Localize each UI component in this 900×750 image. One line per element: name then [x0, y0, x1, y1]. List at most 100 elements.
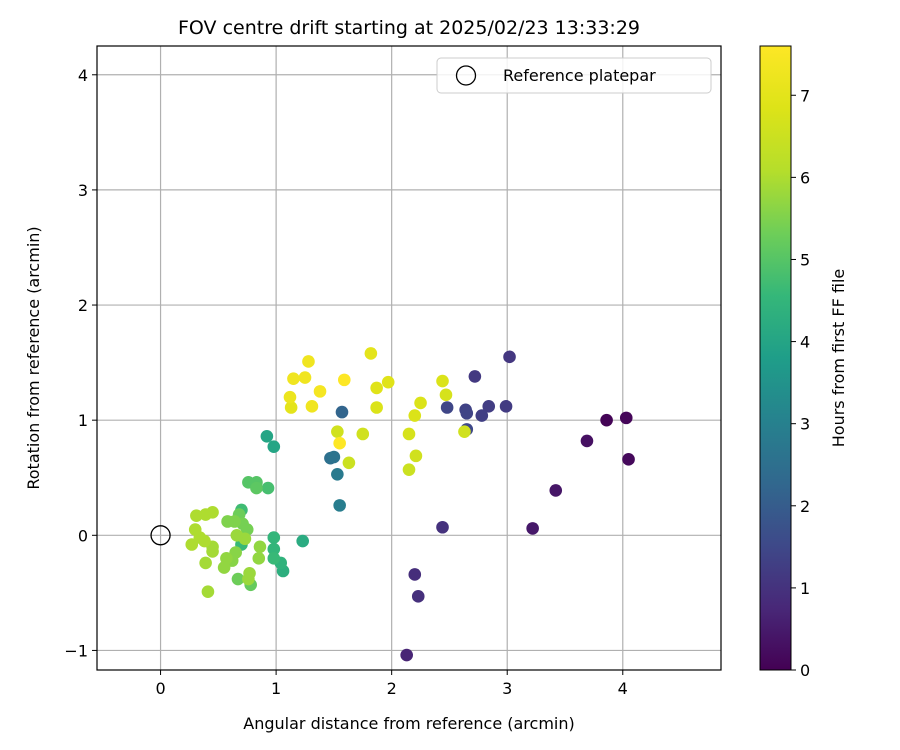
x-tick-label: 0	[155, 679, 165, 698]
y-tick-label: 0	[78, 526, 88, 545]
scatter-point	[217, 561, 231, 574]
scatter-point	[400, 648, 413, 662]
scatter-point	[199, 556, 212, 570]
x-tick-label: 1	[271, 679, 281, 698]
scatter-point	[298, 371, 312, 384]
scatter-point	[188, 523, 202, 536]
reference-marker	[150, 525, 171, 546]
scatter-point	[503, 350, 516, 364]
scatter-point	[198, 534, 211, 548]
legend-box	[436, 57, 712, 94]
scatter-point	[335, 405, 349, 419]
colorbar-label: Hours from first FF file	[829, 269, 848, 448]
colorbar-tick-label: 5	[800, 250, 810, 269]
x-tick-label: 2	[387, 679, 397, 698]
scatter-point	[267, 531, 281, 544]
scatter-point	[460, 406, 474, 420]
scatter-point	[364, 347, 378, 360]
scatter-point	[267, 440, 281, 453]
scatter-point	[302, 355, 315, 368]
scatter-point	[185, 538, 199, 551]
colorbar-tick-label: 6	[800, 168, 810, 187]
colorbar-tick-label: 3	[800, 415, 810, 434]
scatter-point	[261, 481, 275, 495]
scatter-point	[622, 453, 635, 466]
y-tick-label: 3	[78, 181, 88, 200]
scatter-point	[250, 481, 263, 495]
scatter-point	[436, 374, 449, 388]
scatter-point	[260, 429, 274, 443]
colorbar-tick-label: 2	[800, 497, 810, 516]
scatter-point	[402, 463, 416, 476]
scatter-point	[408, 409, 422, 422]
legend-label: Reference platepar	[503, 66, 656, 85]
scatter-point	[331, 467, 344, 481]
scatter-points	[185, 347, 635, 662]
scatter-point	[526, 522, 539, 535]
scatter-point	[206, 505, 219, 519]
scatter-point	[221, 515, 234, 528]
colorbar-tick-label: 1	[800, 579, 810, 598]
colorbar-tick-label: 0	[800, 661, 810, 680]
reference-layer	[150, 525, 171, 546]
scatter-point	[313, 385, 327, 398]
scatter-point	[475, 409, 489, 422]
colorbar-tick-label: 4	[800, 333, 810, 352]
axis-ticks: 0 1 2 3 4 −1 0 1 2 3 4	[64, 66, 627, 698]
scatter-point	[414, 396, 427, 410]
scatter-point	[619, 411, 633, 425]
scatter-point	[253, 540, 267, 554]
scatter-point	[296, 534, 309, 548]
scatter-point	[436, 520, 449, 534]
scatter-point	[201, 585, 215, 599]
y-axis-label: Rotation from reference (arcmin)	[24, 226, 43, 489]
y-tick-label: −1	[64, 641, 88, 660]
colorbar-ticks: 0 1 2 3 4 5 6 7	[791, 86, 810, 680]
scatter-point	[370, 381, 383, 395]
scatter-point	[549, 484, 563, 497]
scatter-point	[402, 427, 416, 441]
scatter-point	[356, 427, 370, 441]
scatter-point	[283, 390, 297, 404]
scatter-point	[482, 400, 496, 413]
scatter-point	[267, 542, 281, 556]
scatter-point	[381, 375, 395, 389]
scatter-point	[287, 372, 300, 386]
y-tick-label: 4	[78, 66, 88, 85]
colorbar: 0 1 2 3 4 5 6 7 Hours from first FF file	[759, 45, 848, 680]
legend-marker-icon	[455, 65, 477, 86]
scatter-point	[440, 401, 454, 414]
scatter-point	[206, 545, 219, 558]
scatter-point	[337, 373, 351, 387]
scatter-point	[499, 400, 513, 413]
legend: Reference platepar	[436, 57, 712, 94]
scatter-point	[370, 401, 383, 414]
scatter-point	[408, 568, 422, 581]
y-tick-label: 1	[78, 411, 88, 430]
x-tick-label: 3	[502, 679, 512, 698]
scatter-point	[439, 388, 453, 402]
x-tick-label: 4	[618, 679, 628, 698]
scatter-point	[458, 425, 471, 438]
scatter-point	[580, 434, 594, 448]
scatter-point	[252, 552, 266, 565]
scatter-point	[305, 400, 319, 413]
colorbar-gradient	[759, 45, 792, 671]
colorbar-tick-label: 7	[800, 86, 810, 105]
scatter-point	[600, 413, 613, 427]
x-axis-label: Angular distance from reference (arcmin)	[243, 714, 574, 733]
scatter-point	[284, 401, 298, 414]
scatter-point	[231, 572, 245, 586]
scatter-point	[333, 499, 346, 512]
scatter-point	[333, 436, 346, 450]
plot-frame	[96, 45, 722, 671]
scatter-point	[409, 449, 423, 463]
chart-title: FOV centre drift starting at 2025/02/23 …	[178, 17, 640, 39]
scatter-point	[327, 450, 341, 464]
scatter-point	[342, 456, 356, 470]
scatter-point	[468, 370, 482, 383]
y-tick-label: 2	[78, 296, 88, 315]
scatter-point	[243, 566, 256, 580]
